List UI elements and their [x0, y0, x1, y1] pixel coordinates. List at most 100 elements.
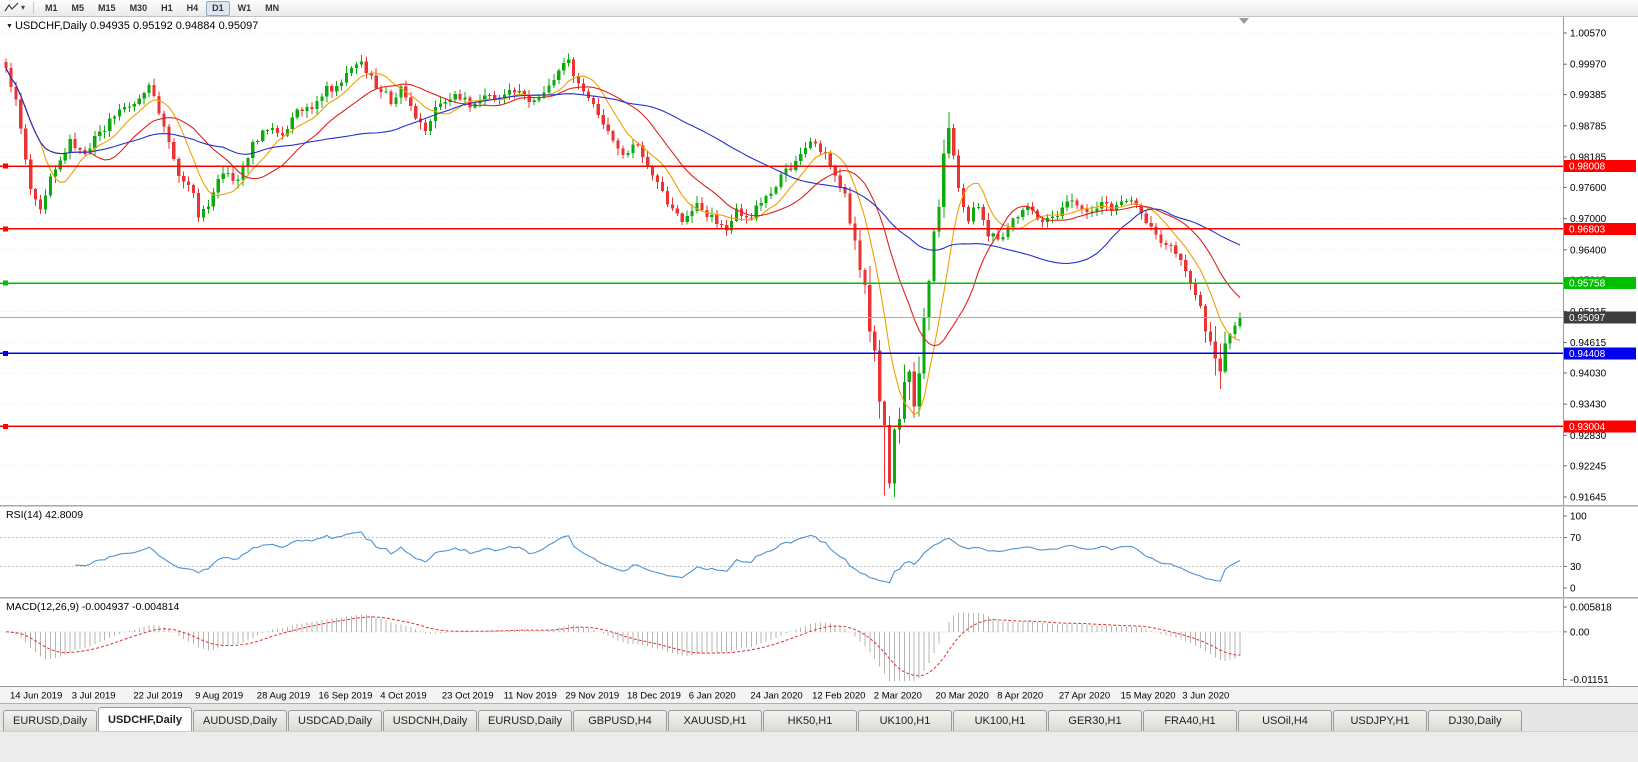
svg-text:0: 0: [1570, 584, 1576, 595]
chart-tab-3-usdcad-daily[interactable]: USDCAD,Daily: [288, 710, 382, 731]
macd-panel: 0.005818 0.00 -0.01151 MACD(12,26,9) -0.00…: [0, 599, 1638, 686]
price-gridlines: [0, 32, 1563, 498]
svg-text:100: 100: [1570, 512, 1587, 523]
panel-divider[interactable]: [0, 505, 1638, 507]
svg-text:11 Nov 2019: 11 Nov 2019: [504, 691, 557, 702]
chart-tab-12-fra40-h1[interactable]: FRA40,H1: [1143, 710, 1237, 731]
chart-tab-1-usdchf-daily[interactable]: USDCHF,Daily: [98, 707, 192, 731]
svg-text:8 Apr 2020: 8 Apr 2020: [997, 691, 1043, 702]
svg-text:0.00: 0.00: [1570, 627, 1590, 638]
timeframe-button-d1[interactable]: D1: [206, 0, 230, 16]
svg-text:0.98008: 0.98008: [1569, 162, 1606, 173]
status-bar: [0, 731, 1638, 762]
chart-tab-5-eurusd-daily[interactable]: EURUSD,Daily: [478, 710, 572, 731]
svg-text:0.98785: 0.98785: [1570, 121, 1607, 132]
chart-tab-4-usdcnh-daily[interactable]: USDCNH,Daily: [383, 710, 477, 731]
svg-text:15 May 2020: 15 May 2020: [1121, 691, 1176, 702]
svg-text:0.97600: 0.97600: [1570, 183, 1607, 194]
chart-tab-6-gbpusd-h4[interactable]: GBPUSD,H4: [573, 710, 667, 731]
chart-tab-11-ger30-h1[interactable]: GER30,H1: [1048, 710, 1142, 731]
svg-text:16 Sep 2019: 16 Sep 2019: [319, 691, 373, 702]
svg-text:23 Oct 2019: 23 Oct 2019: [442, 691, 494, 702]
hline-handle: [3, 163, 8, 169]
price-tag-0.93004: [1564, 420, 1636, 433]
timeframe-button-h1[interactable]: H1: [161, 2, 173, 13]
svg-text:30: 30: [1570, 562, 1582, 573]
price-tag-0.94408: [1564, 347, 1636, 360]
svg-text:0.99385: 0.99385: [1570, 90, 1607, 101]
svg-text:0.94615: 0.94615: [1570, 338, 1607, 349]
toolbar-separator: [33, 2, 35, 14]
chart-tab-15-dj30-daily[interactable]: DJ30,Daily: [1428, 710, 1522, 731]
svg-text:0.94408: 0.94408: [1569, 349, 1606, 360]
svg-text:0.93430: 0.93430: [1570, 400, 1607, 411]
chart-tab-13-usoil-h4[interactable]: USOil,H4: [1238, 710, 1332, 731]
time-axis-labels: 14 Jun 2019 3 Jul 2019 22 Jul 2019 9 Aug 20…: [10, 691, 1229, 702]
price-tag-0.95758: [1564, 277, 1636, 290]
timeframe-group: M1 M5 M15 M30 H1 H4 D1 W1 MN: [38, 0, 286, 16]
horizontal-lines[interactable]: 0.98008 0.96803 0.95758 0.94408 0.93004 0.950…: [0, 160, 1636, 433]
chart-tab-7-xauusd-h1[interactable]: XAUUSD,H1: [668, 710, 762, 731]
timeframe-button-m15[interactable]: M15: [98, 2, 116, 13]
svg-text:29 Nov 2019: 29 Nov 2019: [565, 691, 619, 702]
time-axis-strip: 14 Jun 2019 3 Jul 2019 22 Jul 2019 9 Aug 20…: [0, 686, 1638, 703]
svg-text:2 Mar 2020: 2 Mar 2020: [874, 691, 922, 702]
price-tag-0.96803: [1564, 222, 1636, 235]
rsi-panel-canvas[interactable]: 100 70 30 0: [0, 507, 1638, 597]
svg-text:0.98185: 0.98185: [1570, 153, 1607, 164]
timeframe-button-w1[interactable]: W1: [237, 2, 252, 13]
timeframe-button-m1[interactable]: M1: [45, 2, 58, 13]
chart-tab-0-eurusd-daily[interactable]: EURUSD,Daily: [3, 710, 97, 731]
svg-text:4 Oct 2019: 4 Oct 2019: [380, 691, 426, 702]
time-axis[interactable]: 14 Jun 2019 3 Jul 2019 22 Jul 2019 9 Aug 20…: [0, 687, 1638, 703]
timeframe-button-h4[interactable]: H4: [186, 2, 199, 13]
chart-tabbar: EURUSD,Daily USDCHF,Daily AUDUSD,Daily USDC…: [0, 703, 1638, 731]
candlestick-series: [4, 53, 1242, 497]
svg-text:6 Jan 2020: 6 Jan 2020: [689, 691, 736, 702]
chart-tab-2-audusd-daily[interactable]: AUDUSD,Daily: [193, 710, 287, 731]
svg-text:0.93004: 0.93004: [1569, 422, 1606, 433]
svg-text:27 Apr 2020: 27 Apr 2020: [1059, 691, 1110, 702]
svg-text:9 Aug 2019: 9 Aug 2019: [195, 691, 243, 702]
chart-tab-9-uk100-h1[interactable]: UK100,H1: [858, 710, 952, 731]
svg-text:0.97000: 0.97000: [1570, 214, 1607, 225]
rsi-panel: 100 70 30 0 RSI(14) 42.8009: [0, 507, 1638, 597]
svg-text:0.94030: 0.94030: [1570, 369, 1607, 380]
svg-text:0.95097: 0.95097: [1569, 313, 1606, 324]
price-chart-panel: 1.00570 0.99970 0.99385 0.98785 0.98185 0.976…: [0, 17, 1638, 505]
timeframe-button-mn[interactable]: MN: [265, 2, 280, 13]
timeframe-button-m30[interactable]: M30: [129, 2, 148, 13]
price-tag-0.95097: [1564, 311, 1636, 324]
chart-shift-marker-icon[interactable]: [1239, 18, 1249, 24]
svg-text:70: 70: [1570, 533, 1582, 544]
rsi-axis[interactable]: 100 70 30 0: [1563, 507, 1587, 597]
hline-handle: [3, 280, 8, 286]
hline-handle: [3, 423, 8, 429]
polyline-tool-icon[interactable]: [4, 2, 20, 14]
svg-text:0.005818: 0.005818: [1570, 603, 1612, 614]
chart-tab-8-hk50-h1[interactable]: HK50,H1: [763, 710, 857, 731]
hline-handle: [3, 350, 8, 356]
svg-text:-0.01151: -0.01151: [1570, 675, 1609, 686]
panel-divider[interactable]: [0, 597, 1638, 599]
macd-axis[interactable]: 0.005818 0.00 -0.01151: [1563, 599, 1612, 686]
svg-text:3 Jul 2019: 3 Jul 2019: [72, 691, 116, 702]
price-tag-0.98008: [1564, 160, 1636, 173]
timeframe-button-m5[interactable]: M5: [71, 2, 85, 13]
svg-text:24 Jan 2020: 24 Jan 2020: [750, 691, 802, 702]
chart-tab-10-uk100-h1[interactable]: UK100,H1: [953, 710, 1047, 731]
svg-text:28 Aug 2019: 28 Aug 2019: [257, 691, 310, 702]
hline-handle: [3, 226, 8, 232]
chart-tab-14-usdjpy-h1[interactable]: USDJPY,H1: [1333, 710, 1427, 731]
svg-text:22 Jul 2019: 22 Jul 2019: [133, 691, 182, 702]
moving-averages: [5, 67, 1241, 416]
macd-panel-canvas[interactable]: 0.005818 0.00 -0.01151: [0, 599, 1638, 686]
svg-text:0.96400: 0.96400: [1570, 245, 1607, 256]
svg-text:0.96803: 0.96803: [1569, 224, 1606, 235]
caret-down-icon[interactable]: ▾: [21, 3, 26, 12]
svg-text:0.95758: 0.95758: [1569, 279, 1606, 290]
svg-text:3 Jun 2020: 3 Jun 2020: [1182, 691, 1229, 702]
price-chart-canvas[interactable]: 1.00570 0.99970 0.99385 0.98785 0.98185 0.976…: [0, 17, 1638, 505]
macd-histogram: [10, 612, 1241, 681]
